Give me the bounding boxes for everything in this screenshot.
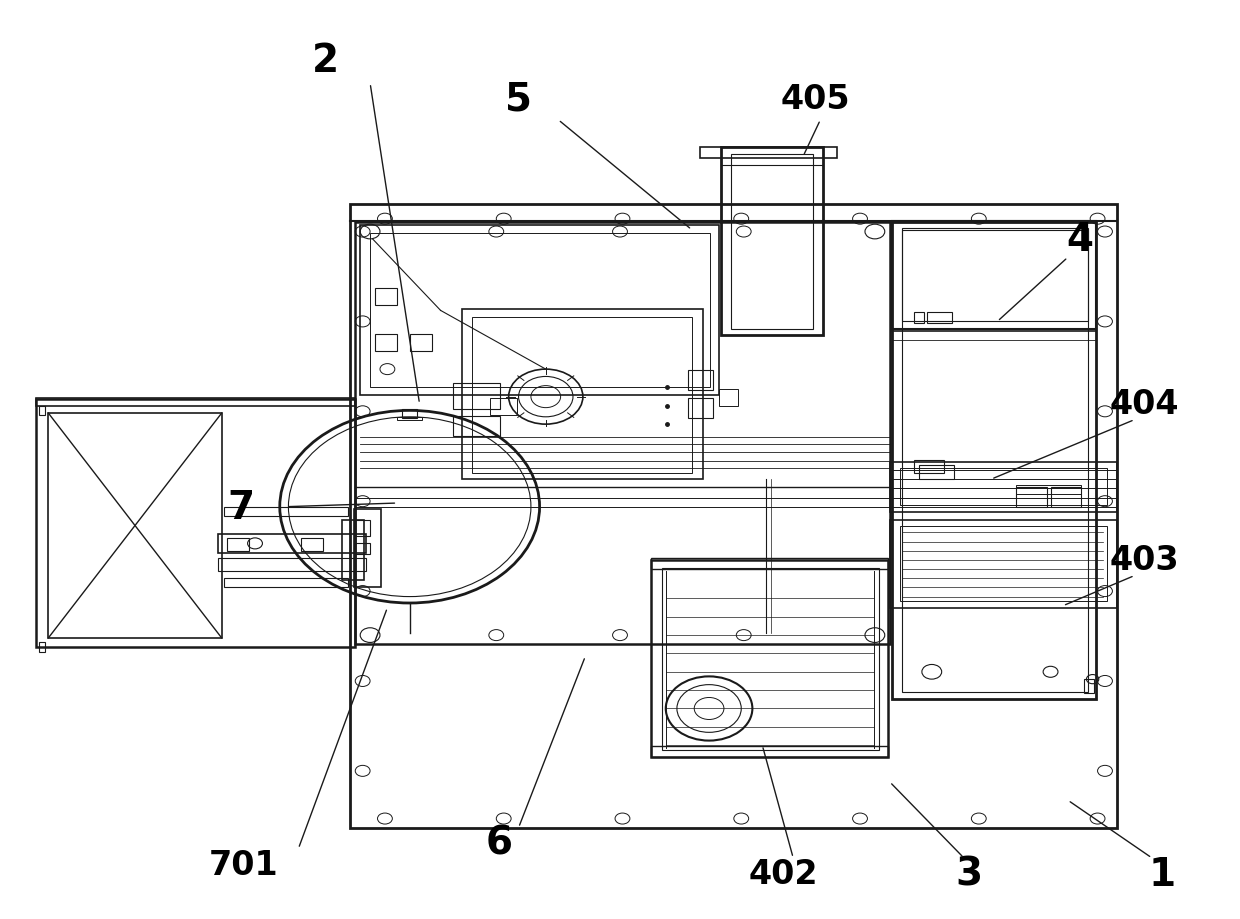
Bar <box>1016 485 1081 494</box>
Bar <box>914 460 944 473</box>
Bar <box>453 383 500 409</box>
Bar <box>890 521 1117 608</box>
Bar <box>48 414 222 638</box>
Bar <box>1016 487 1047 507</box>
Bar <box>218 559 366 572</box>
Bar <box>1084 679 1094 693</box>
Text: 404: 404 <box>1110 388 1179 421</box>
Bar <box>662 569 879 750</box>
Text: 5: 5 <box>505 81 532 119</box>
Bar <box>471 317 692 473</box>
Bar <box>901 229 1087 322</box>
Bar <box>919 465 954 480</box>
Bar <box>1050 487 1081 507</box>
Bar <box>355 223 890 644</box>
Text: 6: 6 <box>485 823 512 861</box>
Bar <box>218 535 366 553</box>
Bar <box>893 221 1096 329</box>
Bar <box>342 521 363 581</box>
Bar <box>461 310 703 480</box>
Bar <box>688 370 713 391</box>
Bar <box>397 417 422 421</box>
Bar <box>453 416 500 437</box>
Text: 4: 4 <box>1066 221 1094 258</box>
Bar <box>719 390 738 406</box>
Text: 3: 3 <box>955 855 982 892</box>
Bar <box>701 148 837 159</box>
Bar <box>227 539 249 551</box>
Bar <box>688 398 713 418</box>
Bar <box>224 579 347 588</box>
Bar <box>722 148 823 335</box>
Bar <box>355 544 370 555</box>
Bar <box>490 399 517 415</box>
Bar <box>409 335 432 351</box>
Bar <box>224 507 347 516</box>
Bar <box>899 527 1107 602</box>
Bar <box>301 539 324 551</box>
Bar <box>353 509 381 588</box>
Text: 405: 405 <box>781 83 851 116</box>
Bar <box>901 231 1087 692</box>
Bar <box>651 561 889 757</box>
Bar <box>651 746 889 757</box>
Bar <box>350 205 1117 828</box>
Text: 403: 403 <box>1110 544 1179 577</box>
Text: 701: 701 <box>210 848 279 881</box>
Bar <box>374 289 397 306</box>
Bar <box>899 469 1107 505</box>
Bar <box>355 520 370 537</box>
Text: 1: 1 <box>1148 855 1176 892</box>
Text: 402: 402 <box>749 857 818 891</box>
Bar <box>914 312 924 323</box>
Bar <box>360 226 719 395</box>
Bar <box>402 409 417 418</box>
Bar <box>926 312 951 323</box>
Bar <box>38 406 45 415</box>
Bar <box>36 399 355 406</box>
Bar <box>36 400 355 647</box>
Bar <box>893 223 1096 699</box>
Bar <box>370 234 711 388</box>
Bar <box>374 335 397 351</box>
Text: 7: 7 <box>228 488 255 526</box>
Bar <box>651 559 889 570</box>
Bar <box>890 462 1117 513</box>
Bar <box>732 155 813 329</box>
Text: 2: 2 <box>312 42 339 80</box>
Bar <box>38 642 45 652</box>
